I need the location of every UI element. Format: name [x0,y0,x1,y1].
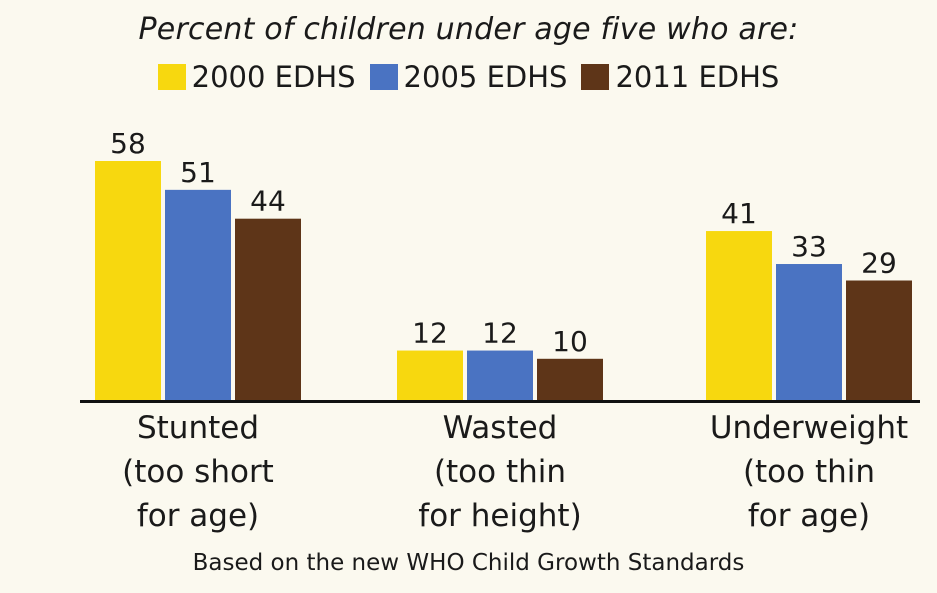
bar [537,358,603,400]
legend-swatch [157,64,186,90]
legend-swatch [581,64,610,90]
bar [846,280,912,400]
legend-label: 2005 EDHS [403,60,568,94]
bar [235,218,301,400]
bar [706,231,772,400]
data-label: 44 [250,185,286,218]
data-label: 58 [110,127,146,160]
data-label: 12 [482,317,518,350]
legend-label: 2011 EDHS [615,60,780,94]
chart-legend: 2000 EDHS 2005 EDHS 2011 EDHS [0,60,937,94]
data-label: 10 [552,325,588,358]
legend-item-series-1: 2005 EDHS [369,60,568,94]
data-label: 12 [412,317,448,350]
bar [165,189,231,400]
chart-footnote: Based on the new WHO Child Growth Standa… [192,550,745,576]
data-label: 51 [180,156,216,189]
category-label: Underweight [710,410,908,446]
bar [467,350,533,400]
category-label: for age) [748,498,870,534]
bar [397,350,463,400]
data-label: 29 [861,247,897,280]
legend-label: 2000 EDHS [191,60,356,94]
category-label: (too thin [434,454,566,490]
bar [95,161,161,400]
data-label: 33 [791,230,827,263]
category-label: Stunted [137,410,259,446]
category-label: Wasted [443,410,558,446]
data-label: 41 [721,197,757,230]
legend-swatch [369,64,398,90]
category-label: for age) [137,498,259,534]
category-label: for height) [418,498,581,534]
category-label: (too short [122,454,274,490]
category-label: (too thin [743,454,875,490]
legend-item-series-0: 2000 EDHS [157,60,356,94]
legend-item-series-2: 2011 EDHS [581,60,779,94]
bar [776,264,842,400]
chart-title: Percent of children under age five who a… [138,12,799,47]
